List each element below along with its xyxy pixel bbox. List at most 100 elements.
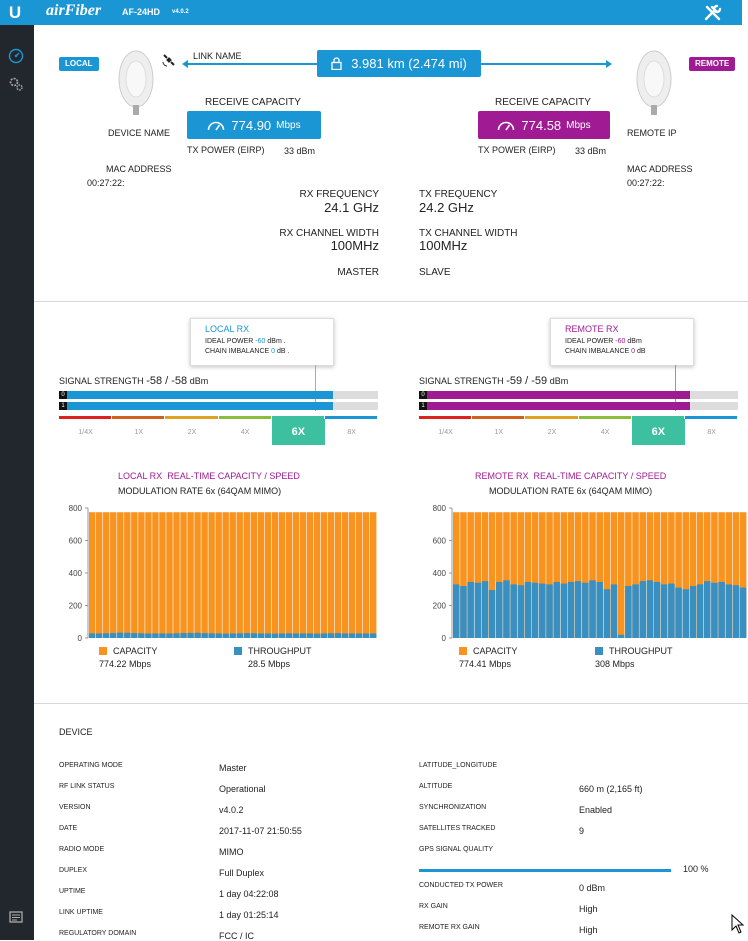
capacity-bar <box>668 512 675 638</box>
remote-chain0-bar: 0 <box>419 391 738 399</box>
remote-badge: REMOTE <box>689 57 736 71</box>
capacity-bar <box>675 512 682 638</box>
satellite-icon <box>162 53 176 72</box>
capacity-bar <box>313 512 321 638</box>
speedometer-icon <box>207 120 225 131</box>
throughput-bar <box>725 584 733 638</box>
throughput-bar <box>313 633 321 638</box>
local-capacity-value: 774.90 <box>231 117 272 133</box>
throughput-bar <box>467 581 474 638</box>
throughput-bar <box>215 633 222 638</box>
tx-width-label: TX CHANNEL WIDTH <box>419 228 518 239</box>
capacity-bar <box>632 512 639 638</box>
device-field-label: SYNCHRONIZATION <box>419 804 487 811</box>
throughput-bar <box>582 582 589 638</box>
device-field-label: RADIO MODE <box>59 846 105 853</box>
capacity-bar <box>96 512 103 638</box>
throughput-bar <box>292 633 300 638</box>
throughput-bar <box>362 633 370 638</box>
capacity-bar <box>159 512 166 638</box>
remote-capacity-legend: CAPACITY <box>473 646 518 656</box>
link-distance-box: 3.981 km (2.474 mi) <box>317 50 481 77</box>
capacity-bar <box>131 512 138 638</box>
throughput-bar <box>488 590 496 638</box>
throughput-bar <box>546 584 553 638</box>
local-throughput-speed: 28.5 Mbps <box>248 659 291 669</box>
throughput-bar <box>264 633 272 638</box>
capacity-bar <box>341 512 349 638</box>
capacity-bar <box>89 512 96 638</box>
capacity-bar <box>264 512 272 638</box>
device-field-label: RF LINK STATUS <box>59 783 115 790</box>
remote-ip-label: REMOTE IP <box>627 128 677 138</box>
dashboard-icon[interactable] <box>7 47 25 65</box>
local-ideal-power: IDEAL POWER -60 dBm . <box>205 338 286 345</box>
throughput-bar <box>675 587 682 638</box>
gps-quality-bar <box>419 869 671 872</box>
capacity-bar <box>292 512 300 638</box>
remote-capacity-speed: 774.41 Mbps <box>459 659 512 669</box>
device-field-value: Master <box>219 763 247 773</box>
y-tick-label: 200 <box>69 602 83 611</box>
device-field-label: OPERATING MODE <box>59 762 123 769</box>
throughput-bar <box>117 632 124 638</box>
throughput-bar <box>510 584 517 638</box>
capacity-bar <box>718 512 725 638</box>
device-field-label: DATE <box>59 825 78 832</box>
capacity-bar <box>582 512 589 638</box>
local-mac-label: MAC ADDRESS <box>106 164 172 174</box>
rate-label: 1/4X <box>78 429 93 436</box>
rate-segment <box>419 416 472 419</box>
device-field-value: Operational <box>219 784 266 794</box>
device-field-label: LINK UPTIME <box>59 909 103 916</box>
throughput-bar <box>236 633 243 638</box>
device-field-value: 1 day 01:25:14 <box>219 910 279 920</box>
local-badge: LOCAL <box>59 57 99 71</box>
capacity-bar <box>250 512 257 638</box>
throughput-bar <box>229 633 236 638</box>
settings-icon[interactable] <box>7 75 25 93</box>
local-capacity-unit: Mbps <box>276 119 301 131</box>
log-icon[interactable] <box>7 908 25 926</box>
rate-segment <box>271 416 324 419</box>
remote-mac-label: MAC ADDRESS <box>627 164 693 174</box>
device-field-label: ALTITUDE <box>419 783 453 790</box>
capacity-bar <box>173 512 180 638</box>
capacity-bar <box>488 512 496 638</box>
throughput-bar <box>131 633 138 638</box>
device-field-label: RX GAIN <box>419 903 448 910</box>
capacity-bar <box>711 512 718 638</box>
capacity-bar <box>299 512 307 638</box>
throughput-bar <box>201 633 208 638</box>
throughput-bar <box>553 581 560 638</box>
capacity-bar <box>145 512 152 638</box>
capacity-bar <box>574 512 582 638</box>
throughput-bar <box>617 634 625 638</box>
divider <box>34 301 748 302</box>
local-chart-subtitle: MODULATION RATE 6x (64QAM MIMO) <box>118 486 282 496</box>
capacity-bar <box>194 512 201 638</box>
ubiquiti-logo[interactable]: U <box>8 2 22 22</box>
throughput-bar <box>369 633 377 638</box>
throughput-bar <box>524 581 532 638</box>
throughput-bar <box>103 633 110 638</box>
throughput-bar <box>689 586 697 638</box>
capacity-bar <box>117 512 124 638</box>
remote-capacity-value: 774.58 <box>521 117 562 133</box>
sidebar <box>0 25 34 940</box>
local-tx-power: 33 dBm <box>284 146 316 156</box>
throughput-bar <box>271 633 279 638</box>
local-tx-power-label: TX POWER (EIRP) <box>187 145 265 155</box>
capacity-bar <box>725 512 733 638</box>
capacity-bar <box>320 512 328 638</box>
remote-rx-tooltip: REMOTE RX IDEAL POWER -60 dBm CHAIN IMBA… <box>550 318 694 366</box>
link-arrow-left-icon <box>182 60 188 68</box>
y-tick-label: 400 <box>433 569 447 578</box>
tools-icon[interactable] <box>700 1 726 24</box>
capacity-bar <box>369 512 377 638</box>
capacity-bar <box>689 512 697 638</box>
capacity-bar <box>453 512 460 638</box>
remote-rx-tooltip-title: REMOTE RX <box>565 324 619 334</box>
capacity-bar <box>152 512 159 638</box>
throughput-bar <box>299 633 307 638</box>
